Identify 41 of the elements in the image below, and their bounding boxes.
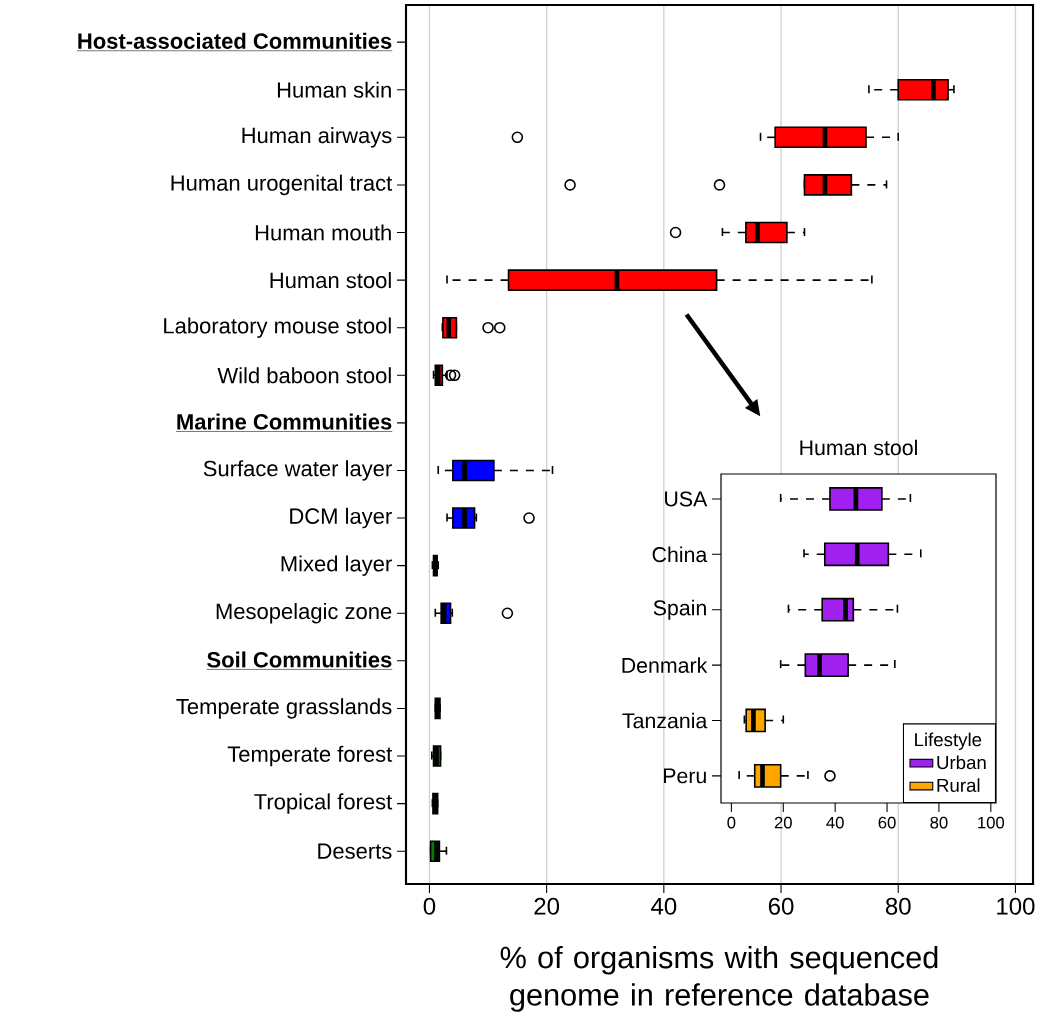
y-tick-label: DCM layer xyxy=(290,507,392,529)
y-tick-label: Laboratory mouse stool xyxy=(164,317,391,338)
y-tick-label: Tropical forest xyxy=(254,793,393,814)
y-tick-label: Marine Communities xyxy=(177,413,392,430)
x-tick-label: 40 xyxy=(651,897,677,915)
chart-title: Human stool xyxy=(800,439,917,456)
y-tick-label: Human stool xyxy=(270,272,391,289)
y-tick-label: Mixed layer xyxy=(281,555,392,576)
y-tick-label: Human skin xyxy=(277,81,391,98)
y-tick-label: Tanzania xyxy=(622,712,708,729)
legend-title: Lifestyle xyxy=(915,732,982,750)
x-tick-label: 80 xyxy=(930,816,948,829)
x-tick-label: 0 xyxy=(727,816,736,829)
y-tick-label: Human urogenital tract xyxy=(171,174,393,196)
y-tick-label: Human mouth xyxy=(255,224,391,241)
y-tick-label: Spain xyxy=(653,599,706,620)
x-tick-label: 60 xyxy=(878,816,896,829)
y-tick-label: Wild baboon stool xyxy=(217,367,391,384)
x-tick-label: 40 xyxy=(826,816,844,829)
x-tick-label: 20 xyxy=(534,897,560,915)
y-tick-label: Temperate forest xyxy=(227,745,393,767)
legend-label: Urban xyxy=(937,755,986,770)
y-tick-label: Temperate grasslands xyxy=(176,698,392,719)
y-tick-label: Soil Communities xyxy=(207,651,392,668)
legend-label: Rural xyxy=(937,778,980,792)
y-tick-label: USA xyxy=(665,491,708,507)
x-tick-label: 100 xyxy=(997,897,1035,915)
y-tick-label: Human airways xyxy=(242,127,392,148)
x-tick-label: 80 xyxy=(885,897,911,915)
y-tick-label: Peru xyxy=(663,768,706,784)
y-tick-label: China xyxy=(652,546,708,563)
y-tick-label: Mesopelagic zone xyxy=(216,602,392,624)
y-tick-label: Deserts xyxy=(318,843,392,859)
x-axis-title: % of organisms with sequenced genome in reference database xyxy=(500,945,938,1012)
y-tick-label: Surface water layer xyxy=(203,460,392,481)
x-tick-label: 60 xyxy=(768,897,794,915)
x-tick-label: 100 xyxy=(978,816,1005,829)
y-tick-label: Denmark xyxy=(622,657,708,673)
x-tick-label: 0 xyxy=(423,897,436,915)
x-tick-label: 20 xyxy=(774,816,792,829)
y-tick-label: Host-associated Communities xyxy=(78,32,392,49)
